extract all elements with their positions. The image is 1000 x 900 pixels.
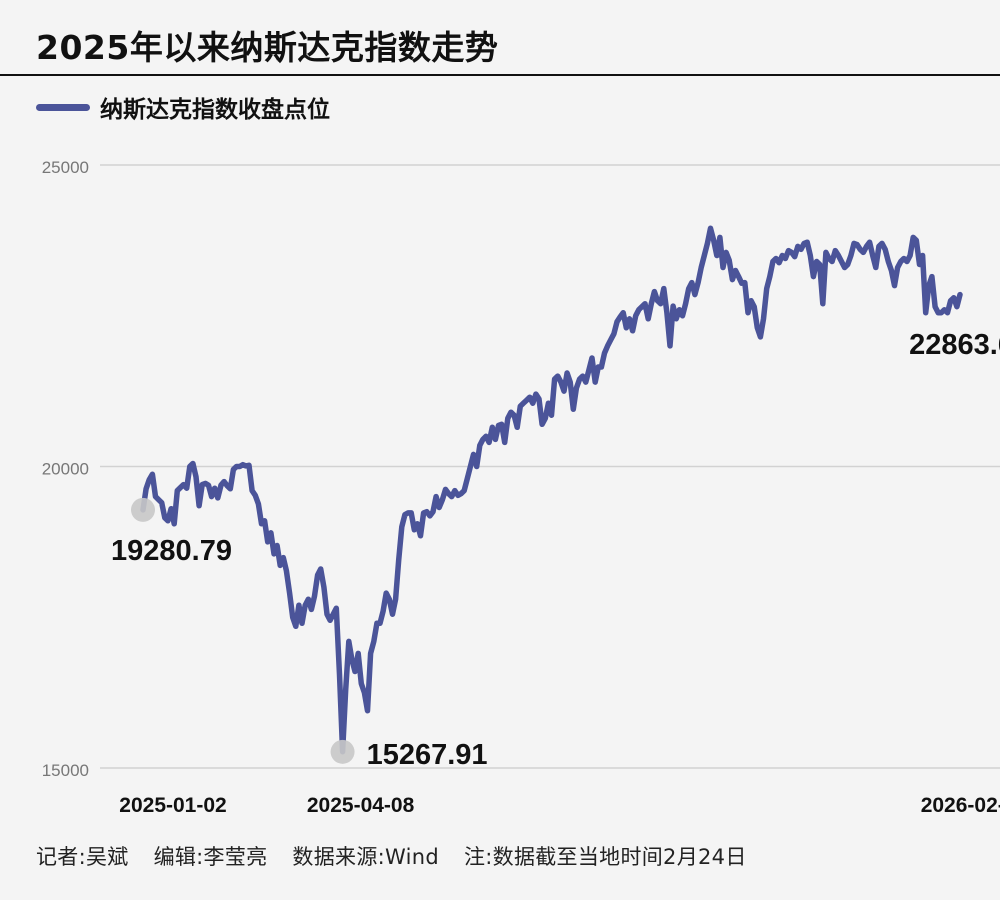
footer: 记者:吴斌 编辑:李莹亮 数据来源:Wind 注:数据截至当地时间2月24日 xyxy=(36,841,765,871)
legend-swatch xyxy=(36,103,90,111)
footer-source: 数据来源:Wind xyxy=(292,845,439,869)
annotation-marker xyxy=(131,497,155,522)
annotation-label: 15267.91 xyxy=(367,739,488,771)
y-tick-label: 15000 xyxy=(42,761,89,780)
y-tick-label: 25000 xyxy=(42,158,89,177)
annotation-label: 22863.68 xyxy=(909,329,1000,361)
annotation-label: 19280.79 xyxy=(111,535,232,567)
annotation-marker xyxy=(330,739,355,764)
x-tick-label: 2025-01-02 xyxy=(119,794,226,817)
chart-title: 2025年以来纳斯达克指数走势 xyxy=(36,28,499,67)
title-divider xyxy=(0,74,1000,76)
legend-label: 纳斯达克指数收盘点位 xyxy=(100,97,330,123)
footer-editor: 编辑:李莹亮 xyxy=(153,845,268,869)
footer-reporter: 记者:吴斌 xyxy=(36,845,129,869)
series-line xyxy=(140,225,963,755)
footer-note: 注:数据截至当地时间2月24日 xyxy=(463,845,747,869)
x-tick-label: 2026-02-24 xyxy=(921,794,1000,817)
x-tick-label: 2025-04-08 xyxy=(307,794,415,817)
y-tick-label: 20000 xyxy=(42,460,89,479)
legend: 纳斯达克指数收盘点位 xyxy=(36,92,330,123)
